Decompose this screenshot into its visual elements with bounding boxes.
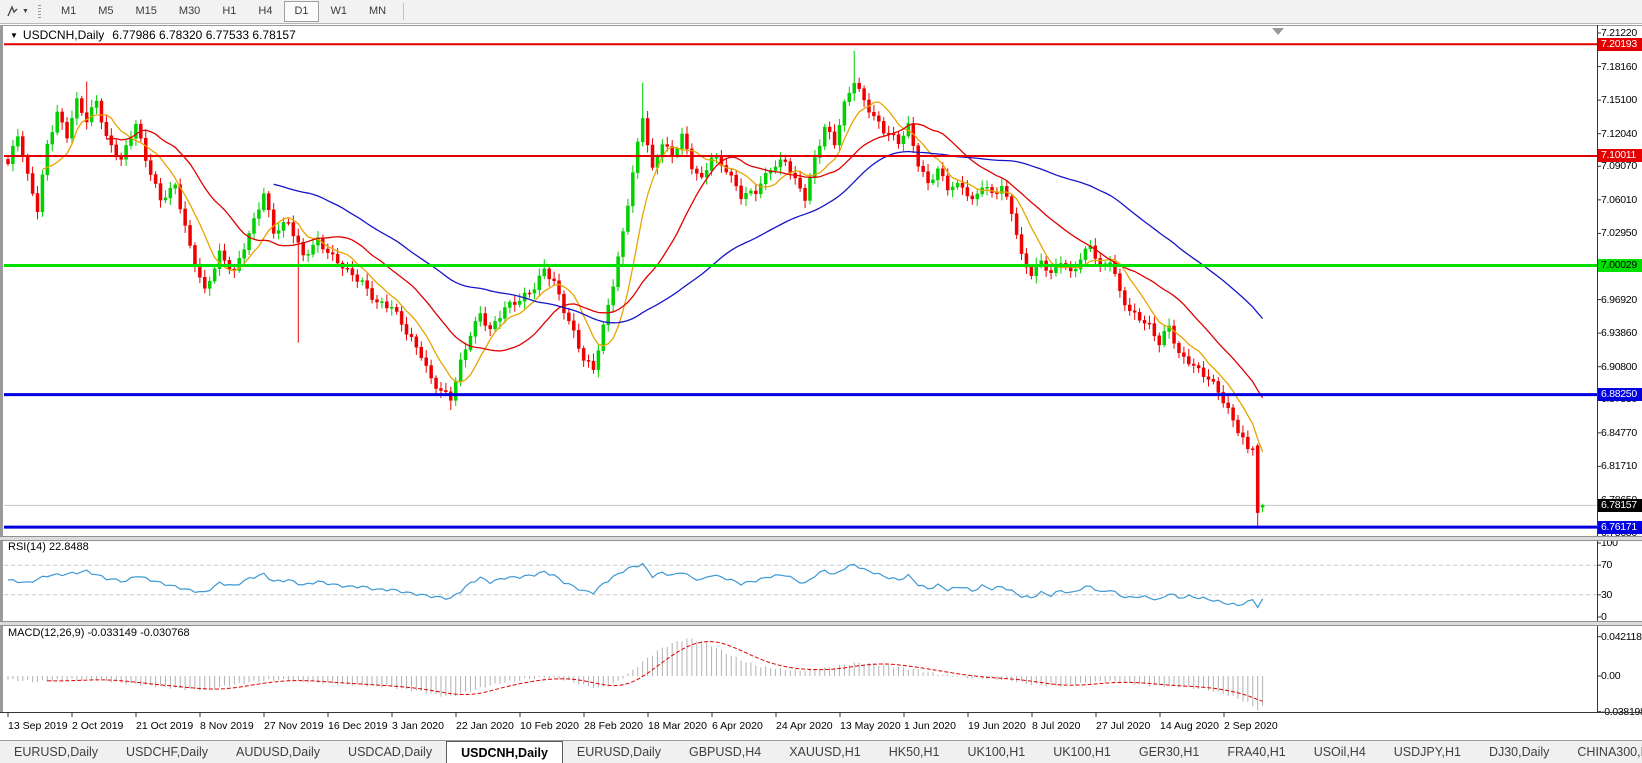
timeframe-toolbar: ▼ M1 M5 M15 M30 H1 H4 D1 W1 MN: [0, 0, 1642, 24]
current-price-badge: 6.78157: [1598, 498, 1642, 512]
date-label-18-Mar-2020: 18 Mar 2020: [648, 720, 707, 732]
chart-tab-USOil-H4[interactable]: USOil,H4: [1313, 745, 1366, 759]
chart-tab-EURUSD-Daily[interactable]: EURUSD,Daily: [576, 745, 661, 759]
time-axis-border: [0, 712, 1642, 713]
date-label-13-May-2020: 13 May 2020: [840, 720, 901, 732]
date-label-1-Jun-2020: 1 Jun 2020: [904, 720, 956, 732]
price-tick-7.02950: 7.02950: [1601, 227, 1637, 240]
price-axis-border: [1597, 25, 1598, 713]
price-tick-6.81710: 6.81710: [1601, 460, 1637, 473]
chart-tab-CHINA300-H1[interactable]: CHINA300,H1: [1577, 745, 1642, 759]
date-label-19-Jun-2020: 19 Jun 2020: [968, 720, 1026, 732]
date-label-24-Apr-2020: 24 Apr 2020: [776, 720, 833, 732]
price-tick-6.90800: 6.90800: [1601, 360, 1637, 373]
toolbar-separator: [403, 3, 405, 20]
macd-signal-line: [47, 641, 1263, 702]
rsi-tick-0: 0: [1601, 611, 1607, 623]
price-level-badge-6.76171: 6.76171: [1598, 520, 1642, 534]
date-label-8-Jul-2020: 8 Jul 2020: [1032, 720, 1081, 732]
chart-tab-bar: EURUSD,Daily USDCHF,Daily AUDUSD,Daily USDC…: [0, 740, 1642, 763]
timeframe-button-M30[interactable]: M30: [178, 5, 201, 17]
timeframe-button-M1[interactable]: M1: [60, 5, 77, 17]
price-tick-7.21220: 7.21220: [1601, 26, 1637, 39]
date-label-28-Feb-2020: 28 Feb 2020: [584, 720, 643, 732]
chart-tab-XAUUSD-H1[interactable]: XAUUSD,H1: [789, 745, 861, 759]
macd-tick-0.00: 0.00: [1601, 670, 1621, 682]
price-tick-6.96920: 6.96920: [1601, 293, 1637, 306]
timeframe-button-MN[interactable]: MN: [369, 5, 387, 17]
date-label-2-Oct-2019: 2 Oct 2019: [72, 720, 124, 732]
price-level-badge-6.88250: 6.88250: [1598, 388, 1642, 402]
date-label-10-Feb-2020: 10 Feb 2020: [520, 720, 579, 732]
chart-symbol-period: USDCNH,Daily: [22, 28, 105, 42]
chart-tab-EURUSD-Daily[interactable]: EURUSD,Daily: [14, 745, 99, 759]
chart-tab-GBPUSD-H4[interactable]: GBPUSD,H4: [688, 745, 762, 759]
macd-tick--0.038198: -0.038198: [1601, 705, 1642, 718]
ma-55-line: [273, 150, 1264, 324]
chart-tab-AUDUSD-Daily[interactable]: AUDUSD,Daily: [236, 745, 321, 759]
main-price-pane: [4, 50, 1597, 528]
chart-tab-UK100-H1[interactable]: UK100,H1: [967, 745, 1026, 759]
pane-splitter-rsi-macd[interactable]: [0, 621, 1642, 626]
chart-tab-GER30-H1[interactable]: GER30,H1: [1138, 745, 1200, 759]
ma-21-line: [106, 123, 1264, 399]
date-label-14-Aug-2020: 14 Aug 2020: [1160, 720, 1219, 732]
price-tick-7.18160: 7.18160: [1601, 60, 1637, 73]
chart-tool-icon[interactable]: [3, 3, 21, 21]
timeframe-buttons: M1 M5 M15 M30 H1 H4 D1 W1 MN: [50, 1, 397, 22]
chart-title: ▼ USDCNH,Daily 6.77986 6.78320 6.77533 6.7…: [10, 28, 296, 42]
chart-tab-UK100-H1[interactable]: UK100,H1: [1053, 745, 1111, 759]
price-tick-6.84770: 6.84770: [1601, 426, 1637, 439]
date-label-22-Jan-2020: 22 Jan 2020: [456, 720, 514, 732]
chart-ohlc-quotes: 6.77986 6.78320 6.77533 6.78157: [112, 28, 296, 42]
chart-tab-USDCAD-Daily[interactable]: USDCAD,Daily: [348, 745, 433, 759]
toolbar-drag-handle[interactable]: [36, 3, 42, 20]
rsi-tick-70: 70: [1601, 559, 1613, 572]
chart-tab-USDJPY-H1[interactable]: USDJPY,H1: [1393, 745, 1461, 759]
date-label-16-Dec-2019: 16 Dec 2019: [328, 720, 388, 732]
macd-pane: [7, 638, 1264, 711]
price-tick-6.93860: 6.93860: [1601, 327, 1637, 340]
rsi-pane: [4, 562, 1597, 609]
collapse-triangle-icon[interactable]: ▼: [10, 31, 18, 40]
price-tick-7.12040: 7.12040: [1601, 127, 1637, 140]
timeframe-button-H1[interactable]: H1: [222, 5, 237, 17]
timeframe-button-M5[interactable]: M5: [98, 5, 114, 17]
chart-tab-USDCNH-Daily[interactable]: USDCNH,Daily: [446, 741, 563, 763]
chart-tab-FRA40-H1[interactable]: FRA40,H1: [1227, 745, 1286, 759]
macd-tick-0.042118: 0.042118: [1601, 630, 1642, 643]
date-label-27-Jul-2020: 27 Jul 2020: [1096, 720, 1151, 732]
chevron-down-icon[interactable]: ▼: [22, 8, 29, 15]
date-label-27-Nov-2019: 27 Nov 2019: [264, 720, 324, 732]
rsi-label: RSI(14) 22.8488: [8, 541, 89, 553]
chart-tab-USDCHF-Daily[interactable]: USDCHF,Daily: [126, 745, 208, 759]
timeframe-button-M15[interactable]: M15: [135, 5, 157, 17]
price-level-badge-7.10011: 7.10011: [1598, 149, 1642, 163]
price-tick-7.09070: 7.09070: [1601, 160, 1637, 173]
macd-label: MACD(12,26,9) -0.033149 -0.030768: [8, 627, 190, 639]
chart-tab-DJ30-Daily[interactable]: DJ30,Daily: [1488, 745, 1550, 759]
price-level-badge-7.00029: 7.00029: [1598, 258, 1642, 272]
price-level-badge-7.20193: 7.20193: [1598, 37, 1642, 51]
timeframe-button-W1[interactable]: W1: [330, 5, 348, 17]
timeframe-button-H4[interactable]: H4: [258, 5, 273, 17]
date-label-21-Oct-2019: 21 Oct 2019: [136, 720, 194, 732]
date-label-13-Sep-2019: 13 Sep 2019: [8, 720, 68, 732]
chart-tab-HK50-H1[interactable]: HK50,H1: [888, 745, 940, 759]
rsi-tick-30: 30: [1601, 588, 1613, 601]
chart-shift-marker-icon: [1272, 28, 1284, 35]
ma-8-line: [42, 101, 1264, 452]
rsi-line: [7, 562, 1264, 609]
date-label-3-Jan-2020: 3 Jan 2020: [392, 720, 444, 732]
date-label-8-Nov-2019: 8 Nov 2019: [200, 720, 254, 732]
timeframe-button-D1[interactable]: D1: [284, 1, 319, 22]
pane-splitter-main-rsi[interactable]: [0, 536, 1642, 541]
price-tick-7.15100: 7.15100: [1601, 94, 1637, 107]
chart-window[interactable]: [0, 25, 1642, 713]
date-label-6-Apr-2020: 6 Apr 2020: [712, 720, 763, 732]
date-label-2-Sep-2020: 2 Sep 2020: [1224, 720, 1278, 732]
price-tick-7.06010: 7.06010: [1601, 193, 1637, 206]
